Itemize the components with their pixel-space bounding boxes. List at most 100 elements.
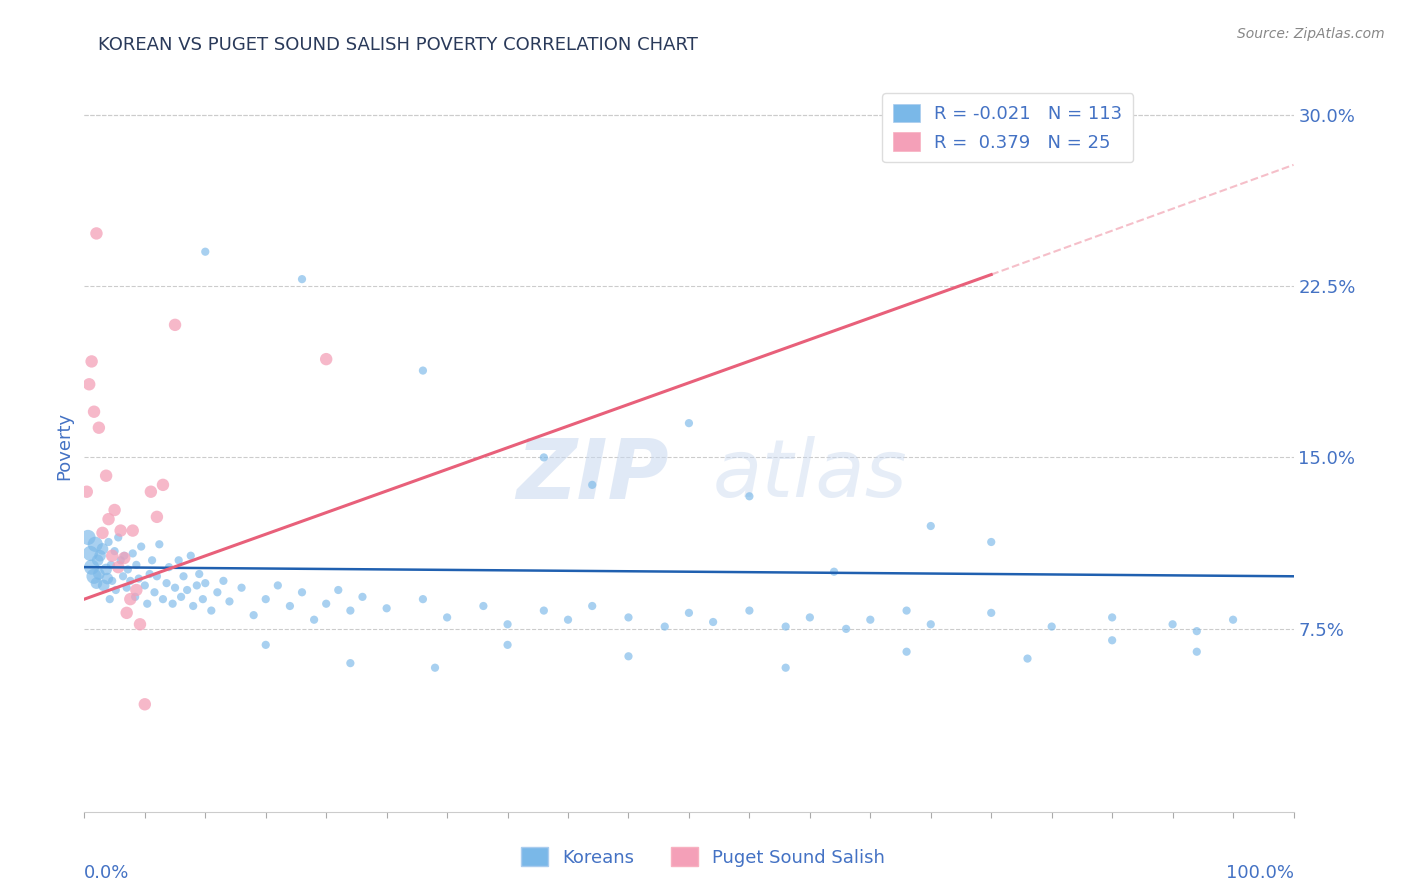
Point (101, 574, 124, 588)
Point (702, 615, 724, 629)
Point (896, 645, 918, 659)
Point (775, 619, 797, 633)
Point (97, 535, 120, 549)
Point (112, 551, 135, 566)
Point (112, 569, 135, 583)
Point (1161, 617, 1184, 632)
Text: ZIP: ZIP (516, 434, 668, 516)
Point (1040, 619, 1063, 633)
Point (152, 478, 174, 492)
Point (339, 603, 361, 617)
Point (120, 592, 142, 607)
Text: KOREAN VS PUGET SOUND SALISH POVERTY CORRELATION CHART: KOREAN VS PUGET SOUND SALISH POVERTY COR… (98, 36, 699, 54)
Point (654, 619, 676, 633)
Point (617, 649, 640, 664)
Point (129, 617, 152, 632)
Point (76, 484, 98, 499)
Point (121, 546, 143, 560)
Point (315, 597, 337, 611)
Point (128, 572, 150, 586)
Point (194, 576, 217, 591)
Point (375, 601, 398, 615)
Point (138, 567, 160, 582)
Point (83, 405, 105, 419)
Point (80, 354, 103, 368)
Point (101, 549, 124, 563)
Point (328, 582, 350, 597)
Point (194, 244, 217, 259)
Point (162, 597, 184, 611)
Point (472, 599, 495, 613)
Point (170, 590, 193, 604)
Point (315, 352, 337, 367)
Point (920, 617, 942, 632)
Point (581, 599, 603, 613)
Point (125, 558, 148, 572)
Point (738, 603, 761, 617)
Point (1017, 651, 1039, 665)
Point (155, 576, 177, 591)
Text: atlas: atlas (713, 436, 907, 515)
Point (835, 622, 858, 636)
Point (86, 576, 108, 591)
Point (91, 541, 114, 556)
Text: 100.0%: 100.0% (1226, 864, 1294, 882)
Point (176, 582, 198, 597)
Text: 0.0%: 0.0% (84, 864, 129, 882)
Point (496, 617, 519, 632)
Text: Source: ZipAtlas.com: Source: ZipAtlas.com (1237, 27, 1385, 41)
Point (87, 421, 110, 435)
Point (191, 592, 214, 607)
Point (188, 567, 211, 582)
Point (83, 569, 105, 583)
Point (77, 377, 100, 392)
Point (121, 524, 143, 538)
Point (100, 558, 122, 572)
Point (94, 468, 117, 483)
Point (98, 592, 121, 607)
Point (107, 560, 129, 574)
Point (254, 638, 277, 652)
Point (117, 562, 139, 576)
Point (412, 592, 434, 607)
Point (79, 546, 101, 560)
Point (86, 227, 108, 241)
Point (152, 592, 174, 607)
Point (146, 509, 169, 524)
Point (93, 578, 115, 592)
Legend: Koreans, Puget Sound Salish: Koreans, Puget Sound Salish (513, 840, 893, 874)
Point (738, 489, 761, 503)
Point (339, 656, 361, 670)
Point (254, 592, 277, 607)
Y-axis label: Poverty: Poverty (55, 412, 73, 480)
Point (134, 698, 156, 712)
Point (97, 512, 120, 526)
Point (180, 549, 202, 563)
Point (980, 535, 1002, 549)
Point (581, 478, 603, 492)
Point (125, 582, 148, 597)
Point (112, 549, 135, 563)
Point (896, 603, 918, 617)
Point (110, 553, 132, 567)
Point (267, 578, 290, 592)
Point (291, 272, 314, 286)
Point (1185, 624, 1208, 639)
Point (678, 606, 700, 620)
Point (980, 606, 1002, 620)
Point (1185, 645, 1208, 659)
Point (678, 416, 700, 430)
Point (1101, 610, 1123, 624)
Point (115, 581, 138, 595)
Point (80, 560, 103, 574)
Point (173, 569, 195, 583)
Point (291, 585, 314, 599)
Point (533, 450, 555, 465)
Point (141, 553, 163, 567)
Point (136, 597, 159, 611)
Point (89, 549, 111, 563)
Point (146, 569, 169, 583)
Point (1222, 613, 1244, 627)
Point (242, 608, 264, 623)
Point (859, 613, 882, 627)
